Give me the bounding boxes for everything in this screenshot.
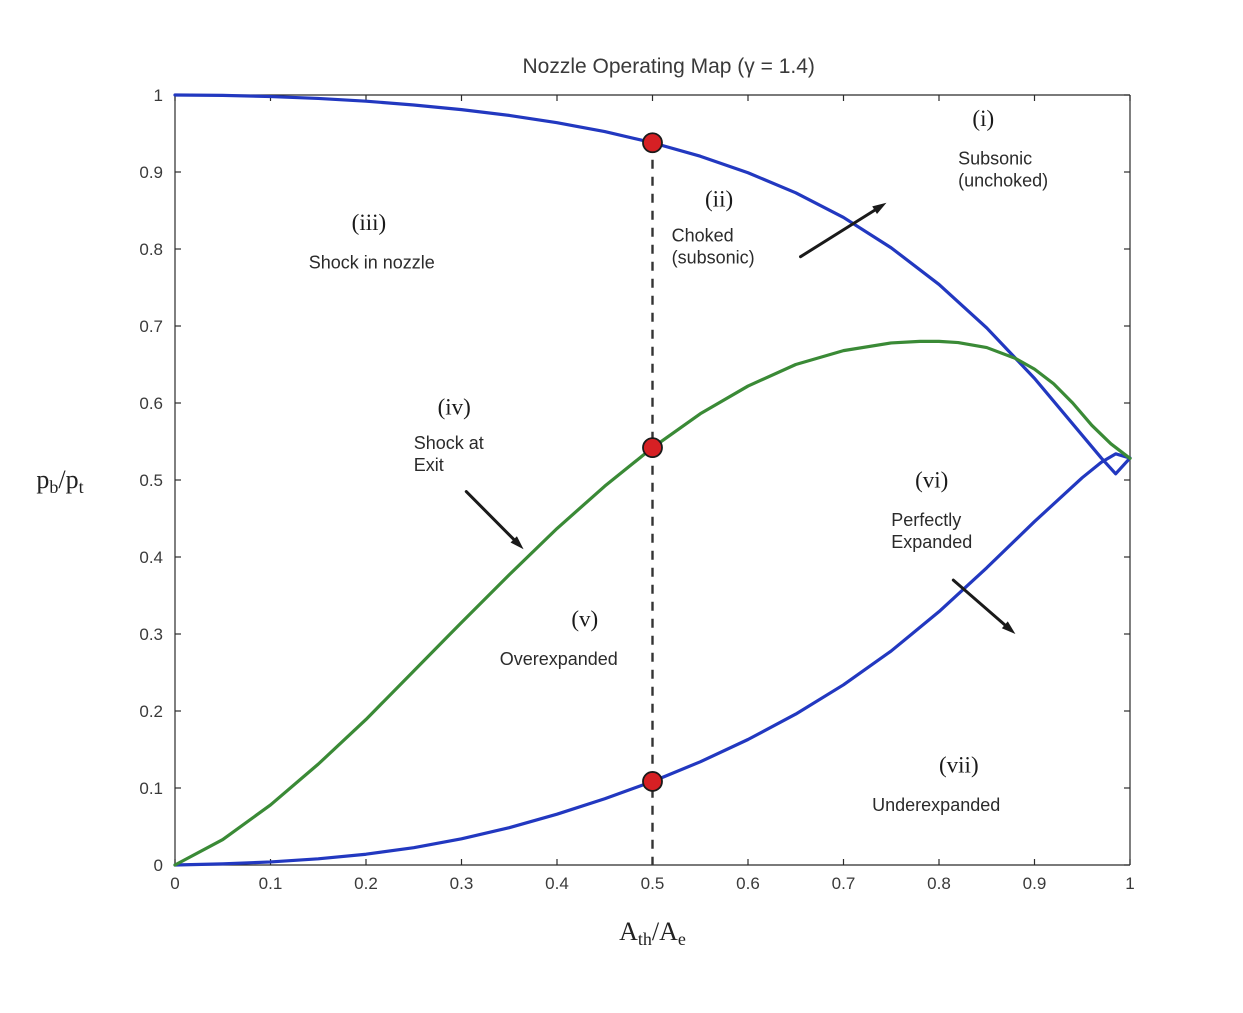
region-vi-label: Expanded [891,532,972,552]
y-tick-label: 0.8 [139,240,163,259]
y-tick-label: 0 [154,856,163,875]
y-tick-label: 0.5 [139,471,163,490]
region-i-label: (unchoked) [958,170,1048,190]
y-tick-label: 0.3 [139,625,163,644]
region-vii-roman: (vii) [939,753,979,778]
x-tick-label: 0.6 [736,874,760,893]
y-tick-label: 1 [154,86,163,105]
x-tick-label: 0.7 [832,874,856,893]
region-vi-roman: (vi) [915,468,948,493]
x-tick-label: 0.3 [450,874,474,893]
region-iv-label: Shock at [414,433,484,453]
x-tick-label: 0.8 [927,874,951,893]
y-tick-label: 0.7 [139,317,163,336]
x-tick-label: 0.4 [545,874,569,893]
y-axis-title: pb/pt [36,465,83,497]
y-tick-label: 0.4 [139,548,163,567]
y-tick-label: 0.1 [139,779,163,798]
x-tick-label: 1 [1125,874,1134,893]
x-tick-label: 0.1 [259,874,283,893]
region-v-roman: (v) [571,606,598,631]
region-v-label: Overexpanded [500,649,618,669]
region-iv-label: Exit [414,455,444,475]
region-i-label: Subsonic [958,148,1032,168]
region-i-roman: (i) [972,106,994,131]
region-vii-label: Underexpanded [872,795,1000,815]
y-tick-label: 0.6 [139,394,163,413]
region-vi-label: Perfectly [891,510,961,530]
marker-top [643,133,662,152]
nozzle-operating-map-chart: 0 0.1 0.2 0.3 0.4 0.5 0.6 0.7 0.8 0.9 1 0 0.1 0.2 0.3 0… [0,0,1243,1013]
region-ii-label: (subsonic) [672,247,755,267]
region-ii-label: Choked [672,225,734,245]
x-axis-title: Ath/Ae [619,917,686,949]
region-iii-roman: (iii) [352,210,387,235]
marker-bottom [643,772,662,791]
chart-title: Nozzle Operating Map (γ = 1.4) [523,55,815,78]
region-iv-roman: (iv) [438,395,471,420]
chart-background [0,0,1243,1013]
x-tick-label: 0 [170,874,179,893]
y-tick-label: 0.9 [139,163,163,182]
x-tick-label: 0.9 [1023,874,1047,893]
y-tick-label: 0.2 [139,702,163,721]
region-iii-label: Shock in nozzle [309,252,435,272]
region-ii-roman: (ii) [705,187,733,212]
x-tick-label: 0.5 [641,874,665,893]
x-tick-label: 0.2 [354,874,378,893]
marker-middle [643,438,662,457]
